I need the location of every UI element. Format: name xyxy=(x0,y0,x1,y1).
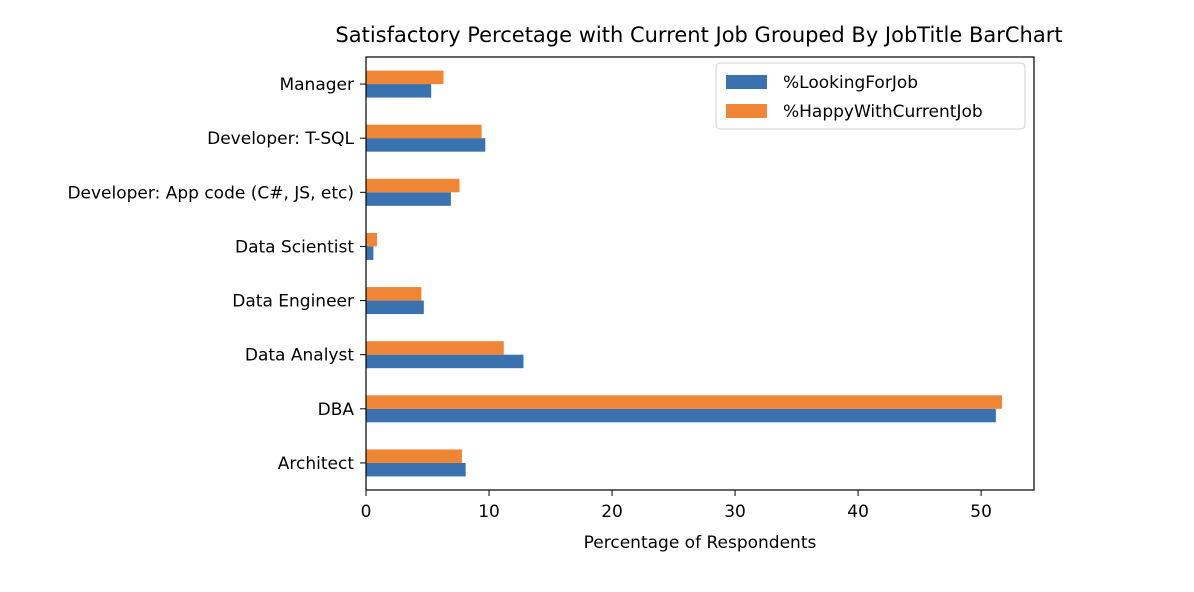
bar-happy-with-current-job xyxy=(366,232,378,247)
bar-happy-with-current-job xyxy=(366,449,462,463)
y-tick-label: DBA xyxy=(318,400,355,420)
x-axis-label: Percentage of Respondents xyxy=(584,533,817,553)
y-tick-label: Architect xyxy=(278,454,355,474)
legend-label: %LookingForJob xyxy=(783,73,918,93)
bar-looking-for-job xyxy=(366,138,486,152)
x-axis: 0 10 20 30 40 50 xyxy=(361,490,992,522)
y-tick-label: Data Scientist xyxy=(235,237,354,257)
bar-happy-with-current-job xyxy=(366,178,460,193)
y-tick-label: Data Engineer xyxy=(232,292,354,312)
x-tick-label: 20 xyxy=(601,502,623,522)
legend-swatch xyxy=(726,104,767,118)
legend-label: %HappyWithCurrentJob xyxy=(783,102,983,122)
legend: %LookingForJob %HappyWithCurrentJob xyxy=(715,62,1026,130)
bar-looking-for-job xyxy=(366,192,451,206)
y-tick-label: Manager xyxy=(279,75,354,95)
legend-swatch xyxy=(726,75,767,89)
bar-looking-for-job xyxy=(366,408,996,423)
bar-looking-for-job xyxy=(366,300,424,315)
y-tick-label: Developer: T-SQL xyxy=(207,129,354,149)
bar-happy-with-current-job xyxy=(366,124,482,139)
bar-happy-with-current-job xyxy=(366,70,444,85)
y-tick-label: Developer: App code (C#, JS, etc) xyxy=(67,183,354,203)
plot-frame xyxy=(365,56,1035,491)
bar-looking-for-job xyxy=(366,84,432,98)
bar-happy-with-current-job xyxy=(366,287,422,301)
x-tick-label: 50 xyxy=(970,502,992,522)
x-tick-label: 30 xyxy=(724,502,746,522)
bar-looking-for-job xyxy=(366,354,524,369)
bar-looking-for-job xyxy=(366,462,466,477)
bar-happy-with-current-job xyxy=(366,341,504,355)
x-tick-label: 40 xyxy=(847,502,869,522)
x-tick-label: 10 xyxy=(478,502,500,522)
bar-happy-with-current-job xyxy=(366,395,1003,409)
legend-box xyxy=(715,62,1026,130)
y-tick-label: Data Analyst xyxy=(245,346,354,366)
bars-group xyxy=(366,70,1003,477)
x-tick-label: 0 xyxy=(361,502,372,522)
y-axis: Architect DBA Data Analyst Data Engineer Dat… xyxy=(67,75,366,474)
bar-looking-for-job xyxy=(366,246,374,260)
chart-title: Satisfactory Percetage with Current Job … xyxy=(335,23,1062,47)
